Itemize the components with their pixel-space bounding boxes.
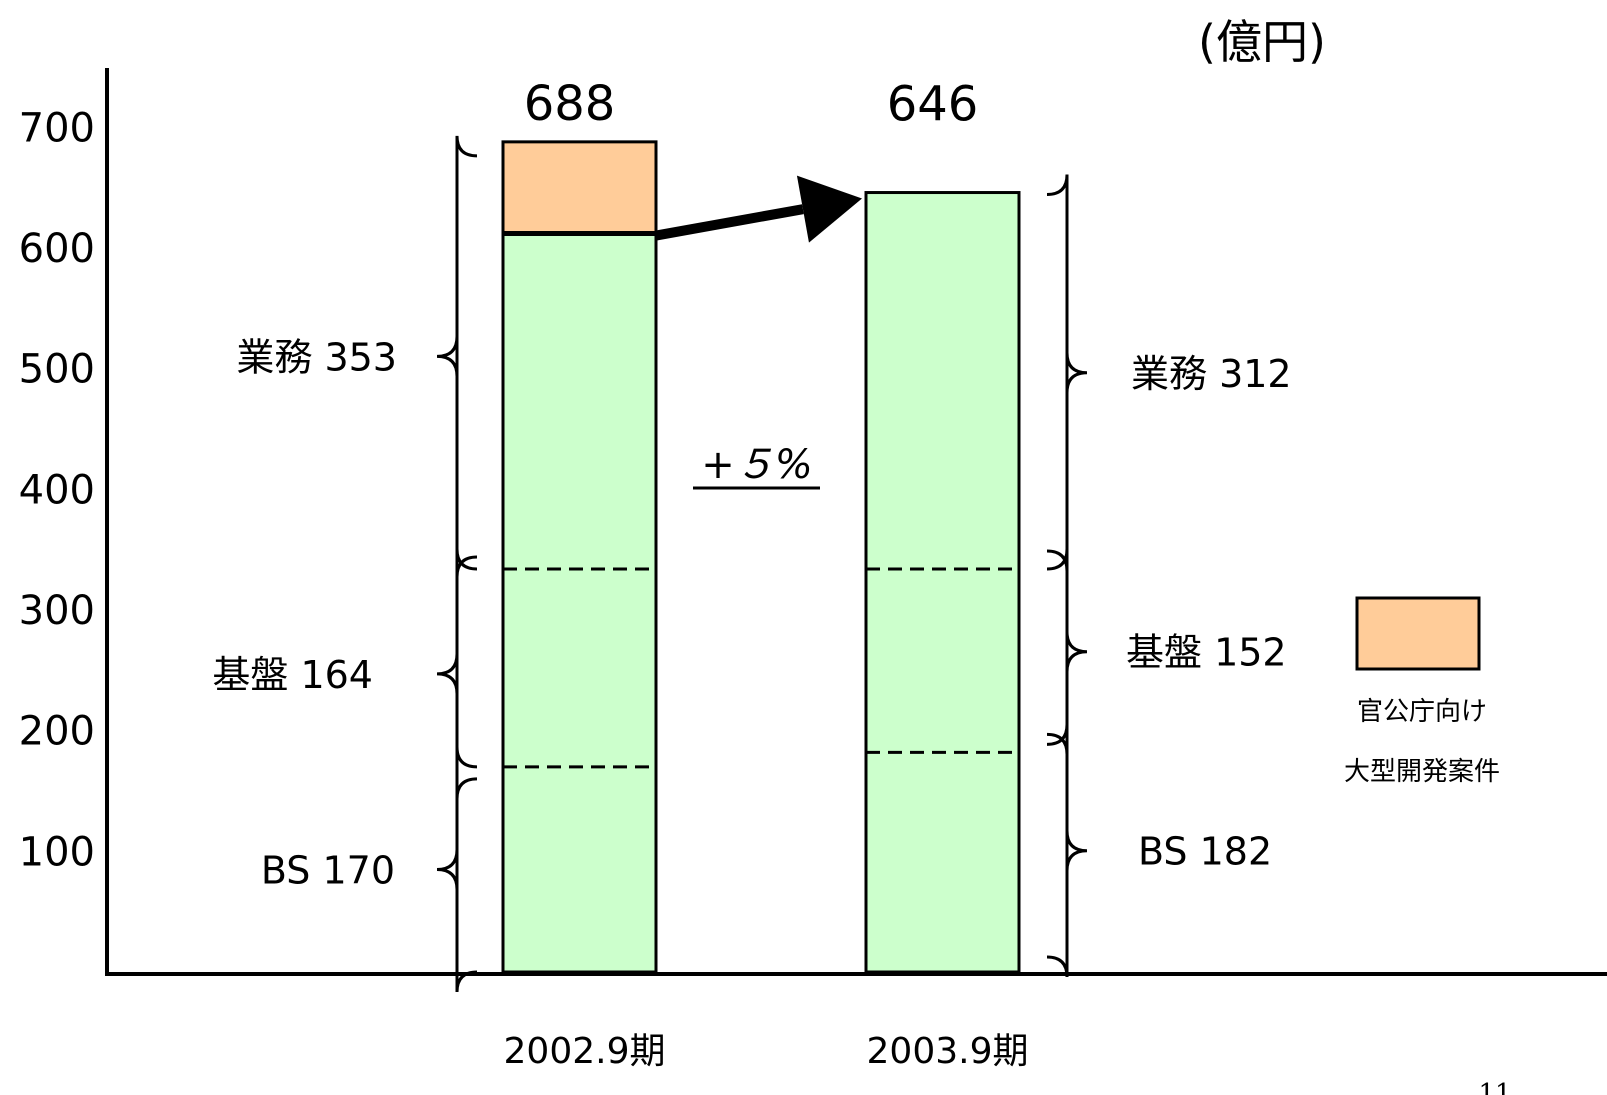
y-tick-label: 700 bbox=[19, 105, 95, 151]
category-label: 2003.9期 bbox=[867, 1031, 1029, 1072]
growth-annotation: +５% bbox=[701, 442, 813, 488]
bar-2002 bbox=[501, 140, 658, 974]
brace bbox=[436, 548, 478, 799]
y-tick-label: 400 bbox=[19, 467, 95, 513]
segment-label: 業務 312 bbox=[1131, 352, 1292, 396]
bar-base-segment bbox=[501, 232, 658, 974]
legend-label: 官公庁向け bbox=[1357, 697, 1487, 727]
growth-arrow bbox=[655, 175, 862, 243]
total-label: 646 bbox=[887, 77, 979, 133]
total-label: 688 bbox=[524, 76, 616, 132]
y-tick-label: 200 bbox=[19, 709, 95, 755]
y-tick-label: 300 bbox=[19, 588, 95, 634]
page-number: 11 bbox=[1478, 1079, 1511, 1095]
y-tick-label: 500 bbox=[19, 347, 95, 393]
bar-2003 bbox=[864, 191, 1021, 974]
y-axis-ticks: 100 200 300 400 500 600 700 bbox=[19, 105, 95, 875]
brace bbox=[1046, 174, 1088, 572]
brace bbox=[436, 135, 478, 578]
braces-left bbox=[436, 135, 478, 993]
unit-label: (億円) bbox=[1198, 15, 1326, 69]
legend: 官公庁向け 大型開発案件 bbox=[1344, 596, 1500, 787]
legend-label: 大型開発案件 bbox=[1344, 757, 1500, 787]
y-tick-label: 600 bbox=[19, 226, 95, 272]
segment-label: BS 182 bbox=[1138, 830, 1272, 874]
brace bbox=[1046, 548, 1088, 755]
bar-highlight-segment bbox=[501, 140, 658, 236]
segment-label: 業務 353 bbox=[236, 335, 397, 379]
arrow-head bbox=[796, 175, 862, 243]
segment-label: 基盤 152 bbox=[1126, 631, 1287, 675]
category-label: 2002.9期 bbox=[504, 1031, 666, 1072]
legend-swatch bbox=[1355, 596, 1481, 671]
brace bbox=[1046, 724, 1088, 978]
arrow-shaft bbox=[655, 204, 804, 241]
segment-label: BS 170 bbox=[261, 848, 395, 892]
bar-base-segment bbox=[864, 191, 1021, 974]
y-tick-label: 100 bbox=[19, 829, 95, 875]
segment-label: 基盤 164 bbox=[212, 653, 373, 697]
braces-right bbox=[1046, 174, 1088, 978]
